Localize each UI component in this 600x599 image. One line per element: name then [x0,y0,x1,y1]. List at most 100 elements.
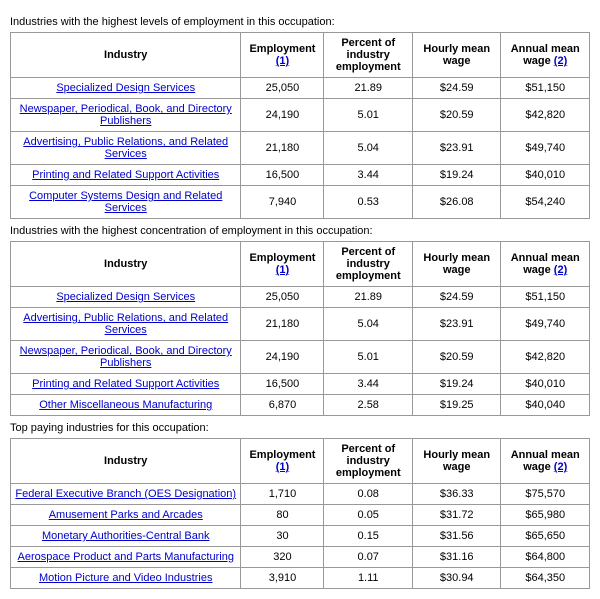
hourly-cell: $23.91 [412,132,501,165]
industry-link[interactable]: Amusement Parks and Arcades [49,509,203,521]
industry-link[interactable]: Aerospace Product and Parts Manufacturin… [17,551,233,563]
employment-cell: 16,500 [241,165,324,186]
annual-footnote-link[interactable]: (2) [554,55,567,67]
industry-link[interactable]: Newspaper, Periodical, Book, and Directo… [14,103,237,127]
hourly-cell: $31.72 [412,505,501,526]
section-title: Industries with the highest levels of em… [10,16,590,28]
hourly-cell: $19.24 [412,374,501,395]
annual-cell: $51,150 [501,78,590,99]
employment-cell: 21,180 [241,308,324,341]
table-row: Computer Systems Design and Related Serv… [11,186,590,219]
industry-link[interactable]: Motion Picture and Video Industries [39,572,212,584]
col-pct: Percent of industry employment [324,439,413,484]
col-annual: Annual mean wage (2) [501,242,590,287]
industry-link[interactable]: Specialized Design Services [56,291,195,303]
employment-footnote-link[interactable]: (1) [276,55,289,67]
table-row: Printing and Related Support Activities … [11,165,590,186]
annual-cell: $65,980 [501,505,590,526]
pct-cell: 5.01 [324,341,413,374]
hourly-cell: $24.59 [412,78,501,99]
industry-link[interactable]: Federal Executive Branch (OES Designatio… [15,488,236,500]
hourly-cell: $30.94 [412,568,501,589]
pct-cell: 0.15 [324,526,413,547]
pct-cell: 1.11 [324,568,413,589]
hourly-cell: $20.59 [412,341,501,374]
pct-cell: 5.04 [324,308,413,341]
employment-footnote-link[interactable]: (1) [276,461,289,473]
industry-link[interactable]: Printing and Related Support Activities [32,169,219,181]
col-hourly: Hourly mean wage [412,439,501,484]
employment-cell: 1,710 [241,484,324,505]
annual-cell: $49,740 [501,132,590,165]
section-title: Top paying industries for this occupatio… [10,422,590,434]
hourly-cell: $31.16 [412,547,501,568]
pct-cell: 3.44 [324,165,413,186]
table-row: Specialized Design Services 25,050 21.89… [11,287,590,308]
col-employment: Employment (1) [241,439,324,484]
pct-cell: 5.04 [324,132,413,165]
annual-cell: $64,350 [501,568,590,589]
annual-cell: $40,010 [501,165,590,186]
table-row: Motion Picture and Video Industries 3,91… [11,568,590,589]
employment-cell: 80 [241,505,324,526]
col-hourly: Hourly mean wage [412,242,501,287]
pct-cell: 21.89 [324,287,413,308]
industry-link[interactable]: Newspaper, Periodical, Book, and Directo… [14,345,237,369]
industry-table: Industry Employment (1) Percent of indus… [10,241,590,416]
table-row: Advertising, Public Relations, and Relat… [11,308,590,341]
table-row: Printing and Related Support Activities … [11,374,590,395]
hourly-cell: $23.91 [412,308,501,341]
hourly-cell: $36.33 [412,484,501,505]
annual-cell: $42,820 [501,99,590,132]
table-row: Advertising, Public Relations, and Relat… [11,132,590,165]
annual-cell: $75,570 [501,484,590,505]
pct-cell: 0.05 [324,505,413,526]
industry-link[interactable]: Other Miscellaneous Manufacturing [39,399,212,411]
employment-footnote-link[interactable]: (1) [276,264,289,276]
annual-footnote-link[interactable]: (2) [554,264,567,276]
section-title: Industries with the highest concentratio… [10,225,590,237]
industry-link[interactable]: Computer Systems Design and Related Serv… [14,190,237,214]
annual-cell: $42,820 [501,341,590,374]
table-row: Other Miscellaneous Manufacturing 6,870 … [11,395,590,416]
pct-cell: 0.07 [324,547,413,568]
col-hourly: Hourly mean wage [412,33,501,78]
col-industry: Industry [11,242,241,287]
hourly-cell: $19.24 [412,165,501,186]
table-row: Newspaper, Periodical, Book, and Directo… [11,99,590,132]
annual-cell: $64,800 [501,547,590,568]
pct-cell: 2.58 [324,395,413,416]
industry-table: Industry Employment (1) Percent of indus… [10,32,590,219]
pct-cell: 3.44 [324,374,413,395]
pct-cell: 21.89 [324,78,413,99]
industry-table: Industry Employment (1) Percent of indus… [10,438,590,589]
employment-cell: 320 [241,547,324,568]
annual-cell: $51,150 [501,287,590,308]
hourly-cell: $24.59 [412,287,501,308]
annual-cell: $49,740 [501,308,590,341]
industry-link[interactable]: Printing and Related Support Activities [32,378,219,390]
employment-cell: 24,190 [241,341,324,374]
industry-link[interactable]: Advertising, Public Relations, and Relat… [14,312,237,336]
employment-cell: 3,910 [241,568,324,589]
industry-link[interactable]: Specialized Design Services [56,82,195,94]
annual-cell: $40,040 [501,395,590,416]
industry-link[interactable]: Monetary Authorities-Central Bank [42,530,210,542]
col-pct: Percent of industry employment [324,242,413,287]
employment-cell: 30 [241,526,324,547]
employment-cell: 24,190 [241,99,324,132]
table-row: Amusement Parks and Arcades 80 0.05 $31.… [11,505,590,526]
employment-cell: 7,940 [241,186,324,219]
col-employment: Employment (1) [241,242,324,287]
industry-link[interactable]: Advertising, Public Relations, and Relat… [14,136,237,160]
hourly-cell: $26.08 [412,186,501,219]
annual-cell: $40,010 [501,374,590,395]
annual-footnote-link[interactable]: (2) [554,461,567,473]
table-row: Specialized Design Services 25,050 21.89… [11,78,590,99]
col-industry: Industry [11,33,241,78]
col-annual: Annual mean wage (2) [501,33,590,78]
hourly-cell: $31.56 [412,526,501,547]
pct-cell: 5.01 [324,99,413,132]
annual-cell: $65,650 [501,526,590,547]
employment-cell: 16,500 [241,374,324,395]
